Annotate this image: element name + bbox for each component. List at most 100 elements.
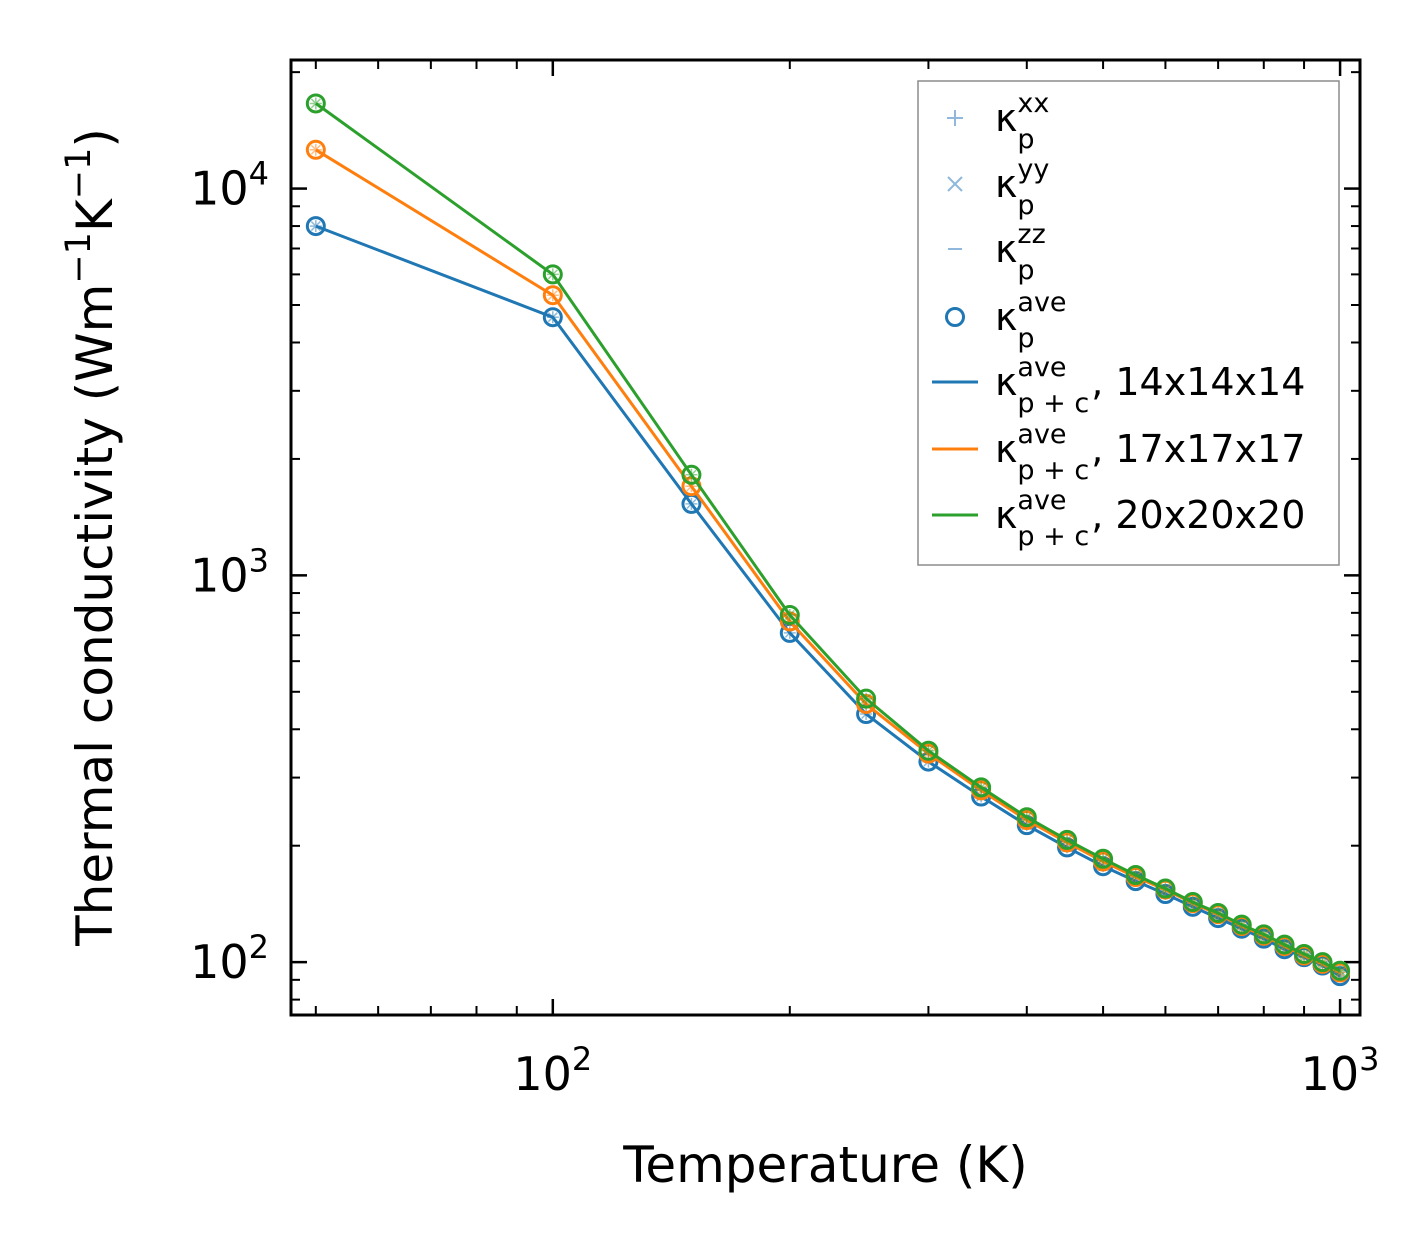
average-marker xyxy=(542,307,563,328)
component-markers xyxy=(1212,906,1225,919)
legend-label: κxx p xyxy=(995,88,1049,155)
legend-label: κzz p xyxy=(995,219,1046,286)
data-point xyxy=(1330,960,1351,981)
legend-entry-1: κxx p xyxy=(947,88,1049,155)
component-markers xyxy=(860,708,873,721)
x-axis-label: Temperature (K) xyxy=(622,1136,1027,1194)
component-markers xyxy=(1235,918,1248,931)
series-3 xyxy=(305,93,1351,981)
data-point xyxy=(1182,892,1203,913)
average-marker xyxy=(542,264,563,285)
legend-box xyxy=(917,80,1340,566)
legend-entry-5: κave p + c, 14x14x14 xyxy=(932,352,1305,419)
legend-entry-7: κave p + c, 20x20x20 xyxy=(932,485,1305,552)
component-markers xyxy=(783,608,796,621)
average-marker xyxy=(305,93,326,114)
legend-plus-marker xyxy=(947,110,963,126)
data-point xyxy=(542,307,563,328)
y-axis-label: Thermal conductivity (Wm−1K−1) xyxy=(59,128,124,947)
component-markers xyxy=(922,744,935,757)
average-marker xyxy=(1016,807,1037,828)
data-point xyxy=(305,216,326,237)
plot-area xyxy=(305,93,1351,987)
average-marker xyxy=(971,777,992,798)
component-markers xyxy=(1061,833,1074,846)
y-tick-label: 103 xyxy=(190,541,269,602)
component-markers xyxy=(1020,811,1033,824)
component-markers xyxy=(1257,928,1270,941)
component-markers xyxy=(546,268,559,281)
component-markers xyxy=(783,615,796,628)
average-marker xyxy=(542,285,563,306)
data-point xyxy=(1016,807,1037,828)
component-markers xyxy=(1097,852,1110,865)
legend-circle-marker xyxy=(945,307,965,327)
plot-frame xyxy=(289,58,1362,1017)
legend-entry-3: κzz p xyxy=(948,219,1046,286)
data-point xyxy=(305,93,326,114)
data-point xyxy=(1125,864,1146,885)
average-marker xyxy=(1093,848,1114,869)
average-marker xyxy=(1231,914,1252,935)
data-point xyxy=(542,285,563,306)
average-marker xyxy=(856,688,877,709)
average-marker xyxy=(1208,902,1229,923)
data-point xyxy=(1093,848,1114,869)
legend-label: κave p + c, 20x20x20 xyxy=(995,485,1305,552)
component-markers xyxy=(975,781,988,794)
component-markers xyxy=(546,289,559,302)
data-point xyxy=(305,139,326,160)
average-marker xyxy=(1330,960,1351,981)
component-markers xyxy=(1186,896,1199,909)
component-markers xyxy=(1298,947,1311,960)
component-markers xyxy=(685,480,698,493)
average-marker xyxy=(1057,829,1078,850)
series-line xyxy=(314,102,1341,973)
average-marker xyxy=(1312,952,1333,973)
average-marker xyxy=(1125,864,1146,885)
component-markers xyxy=(1316,956,1329,969)
axis-labels: 102 103 102 103 104 Temperature (K) Thermal co… xyxy=(59,128,1380,1194)
average-marker xyxy=(681,464,702,485)
data-point xyxy=(542,264,563,285)
legend-entry-4: κave p xyxy=(945,287,1067,354)
data-point xyxy=(1231,914,1252,935)
legend-label: κave p xyxy=(995,287,1067,354)
component-markers xyxy=(685,497,698,510)
legend-entry-2: κyy p xyxy=(947,154,1049,221)
data-point xyxy=(1312,952,1333,973)
data-point xyxy=(918,740,939,761)
average-marker xyxy=(918,740,939,761)
average-marker xyxy=(1253,924,1274,945)
data-point xyxy=(1208,902,1229,923)
legend-cross-marker xyxy=(947,176,963,192)
component-markers xyxy=(1334,964,1347,977)
average-marker xyxy=(1294,943,1315,964)
y-tick-label: 102 xyxy=(190,928,269,989)
legend-label: κave p + c, 17x17x17 xyxy=(995,419,1305,486)
component-markers xyxy=(309,143,322,156)
data-point xyxy=(779,604,800,625)
average-marker xyxy=(779,604,800,625)
component-markers xyxy=(546,311,559,324)
legend-label: κyy p xyxy=(995,154,1049,221)
component-markers xyxy=(783,626,796,639)
component-markers xyxy=(309,220,322,233)
data-point xyxy=(1253,924,1274,945)
average-marker xyxy=(305,139,326,160)
component-markers xyxy=(860,692,873,705)
component-markers xyxy=(1129,868,1142,881)
component-markers xyxy=(309,97,322,110)
component-markers xyxy=(685,468,698,481)
data-point xyxy=(1057,829,1078,850)
component-markers xyxy=(1159,882,1172,895)
data-point xyxy=(1274,934,1295,955)
average-marker xyxy=(1155,878,1176,899)
x-tick-label: 103 xyxy=(1301,1040,1380,1101)
average-marker xyxy=(305,216,326,237)
legend-label: κave p + c, 14x14x14 xyxy=(995,352,1305,419)
x-tick-label: 102 xyxy=(513,1040,592,1101)
average-marker xyxy=(1182,892,1203,913)
